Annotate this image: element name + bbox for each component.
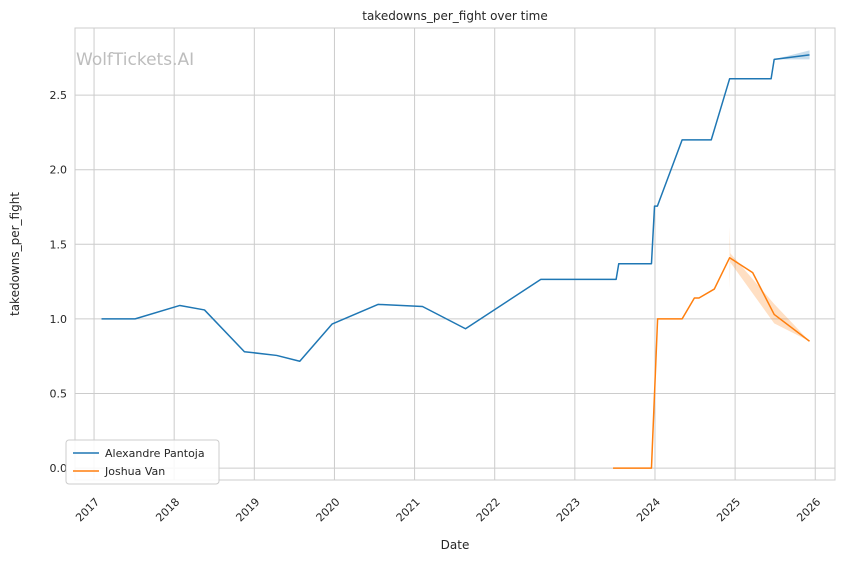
x-tick-label: 2018	[153, 495, 182, 524]
confidence-band	[729, 226, 810, 342]
legend-box	[65, 439, 220, 485]
series-line	[101, 54, 810, 363]
y-tick-label: 0.5	[50, 387, 68, 400]
grid	[75, 28, 835, 480]
series-lines	[101, 54, 810, 469]
series-line	[613, 256, 810, 469]
chart-title: takedowns_per_fight over time	[362, 9, 548, 23]
watermark: WolfTickets.AI	[76, 50, 194, 70]
x-axis-ticks: 2017 2018 2019 2020 2021 2022 2023 2024 2025 2026	[73, 495, 823, 524]
legend-entry: Joshua Van	[104, 465, 165, 478]
confidence-band	[774, 50, 810, 60]
x-tick-label: 2021	[394, 495, 423, 524]
x-tick-label: 2023	[554, 495, 583, 524]
y-tick-label: 1.0	[50, 313, 68, 326]
x-axis-label: Date	[441, 538, 470, 552]
legend: Alexandre Pantoja Joshua Van	[65, 439, 220, 485]
x-tick-label: 2022	[474, 495, 503, 524]
plot-frame	[74, 27, 836, 481]
x-tick-label: 2020	[314, 495, 343, 524]
x-tick-label: 2026	[794, 495, 823, 524]
legend-entry: Alexandre Pantoja	[105, 447, 205, 460]
x-tick-label: 2017	[73, 495, 102, 524]
y-axis-ticks: 0.0 0.5 1.0 1.5 2.0 2.5	[50, 89, 68, 475]
y-axis-label: takedowns_per_fight	[8, 192, 22, 316]
x-tick-label: 2024	[634, 495, 663, 524]
x-tick-label: 2025	[714, 495, 743, 524]
y-tick-label: 0.0	[50, 462, 68, 475]
x-tick-label: 2019	[233, 495, 262, 524]
y-tick-label: 2.0	[50, 164, 68, 177]
y-tick-label: 1.5	[50, 238, 68, 251]
confidence-bands	[729, 50, 810, 342]
y-tick-label: 2.5	[50, 89, 68, 102]
